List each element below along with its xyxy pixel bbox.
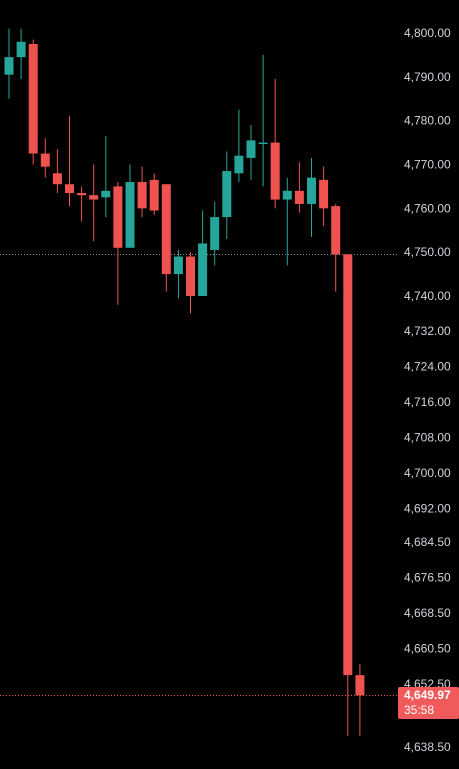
candle[interactable] [4, 28, 14, 99]
candle[interactable] [16, 28, 26, 80]
candle[interactable] [307, 157, 316, 237]
candle-body [161, 184, 171, 275]
candle-body [137, 182, 147, 209]
candle[interactable] [270, 79, 280, 209]
candle-body [173, 256, 183, 275]
candle-body [77, 192, 87, 196]
last-price-value: 4,649.97 [404, 688, 451, 702]
candle-body [125, 182, 135, 248]
candle-body [198, 243, 208, 296]
candle[interactable] [89, 164, 99, 242]
candle[interactable] [28, 39, 38, 165]
y-tick-label: 4,684.50 [404, 535, 451, 549]
candle[interactable] [198, 210, 208, 296]
candle[interactable] [137, 166, 147, 218]
candle-body [234, 155, 244, 174]
y-tick-label: 4,676.50 [404, 571, 451, 585]
y-tick-label: 4,760.00 [404, 201, 451, 215]
candle-body [282, 190, 292, 200]
candle[interactable] [234, 109, 244, 183]
candle[interactable] [294, 162, 304, 213]
candle[interactable] [319, 166, 329, 226]
reference-lines [0, 254, 398, 696]
candle-body [101, 190, 111, 198]
candle[interactable] [149, 173, 159, 215]
y-tick-label: 4,716.00 [404, 395, 451, 409]
candle-body [16, 41, 26, 58]
y-tick-label: 4,750.00 [404, 245, 451, 259]
y-tick-label: 4,770.00 [404, 158, 451, 172]
y-tick-label: 4,724.00 [404, 360, 451, 374]
candle[interactable] [161, 184, 171, 292]
y-tick-label: 4,660.50 [404, 642, 451, 656]
candle-body [4, 57, 14, 75]
candle-body [343, 254, 353, 676]
y-tick-label: 4,800.00 [404, 26, 451, 40]
y-tick-label: 4,790.00 [404, 70, 451, 84]
candle[interactable] [355, 664, 365, 736]
candle-body [113, 186, 123, 248]
price-axis[interactable]: 4,800.00 4,790.00 4,780.00 4,770.00 4,760.00… [404, 26, 451, 754]
candle[interactable] [173, 249, 183, 299]
candle[interactable] [282, 177, 292, 266]
y-tick-label: 4,692.00 [404, 502, 451, 516]
candles-group [4, 28, 365, 736]
candle-body [258, 142, 268, 145]
candle[interactable] [40, 138, 50, 178]
candle-body [355, 675, 365, 696]
candle-body [28, 43, 38, 154]
candle[interactable] [222, 151, 232, 240]
candle[interactable] [52, 149, 62, 193]
candle-body [246, 140, 256, 158]
last-price-badge: 4,649.97 35:58 [398, 687, 459, 719]
candle[interactable] [125, 164, 135, 248]
candle[interactable] [65, 116, 74, 207]
candle[interactable] [186, 252, 195, 314]
candle-countdown: 35:58 [404, 703, 435, 717]
y-tick-label: 4,708.00 [404, 431, 451, 445]
candle[interactable] [113, 182, 123, 305]
candle-body [89, 195, 99, 200]
candle[interactable] [246, 125, 256, 180]
candle-body [270, 142, 280, 200]
candle-body [149, 179, 159, 211]
candle-body [307, 177, 316, 204]
candle[interactable] [343, 254, 353, 736]
y-tick-label: 4,780.00 [404, 114, 451, 128]
y-tick-label: 4,732.00 [404, 324, 451, 338]
candle[interactable] [331, 203, 341, 292]
candle[interactable] [101, 136, 111, 218]
candle-body [222, 171, 232, 218]
y-tick-label: 4,740.00 [404, 289, 451, 303]
y-tick-label: 4,700.00 [404, 466, 451, 480]
candle-body [294, 190, 304, 204]
candle[interactable] [258, 54, 268, 187]
y-tick-label: 4,638.50 [404, 740, 451, 754]
candle-body [331, 206, 341, 255]
candle-body [40, 153, 50, 167]
candle-body [210, 217, 220, 250]
candle-body [65, 184, 74, 193]
candle[interactable] [77, 186, 87, 222]
y-tick-label: 4,668.50 [404, 606, 451, 620]
candle-body [52, 173, 62, 185]
candle-body [186, 256, 195, 296]
candle[interactable] [210, 201, 220, 266]
candle-body [319, 179, 329, 209]
